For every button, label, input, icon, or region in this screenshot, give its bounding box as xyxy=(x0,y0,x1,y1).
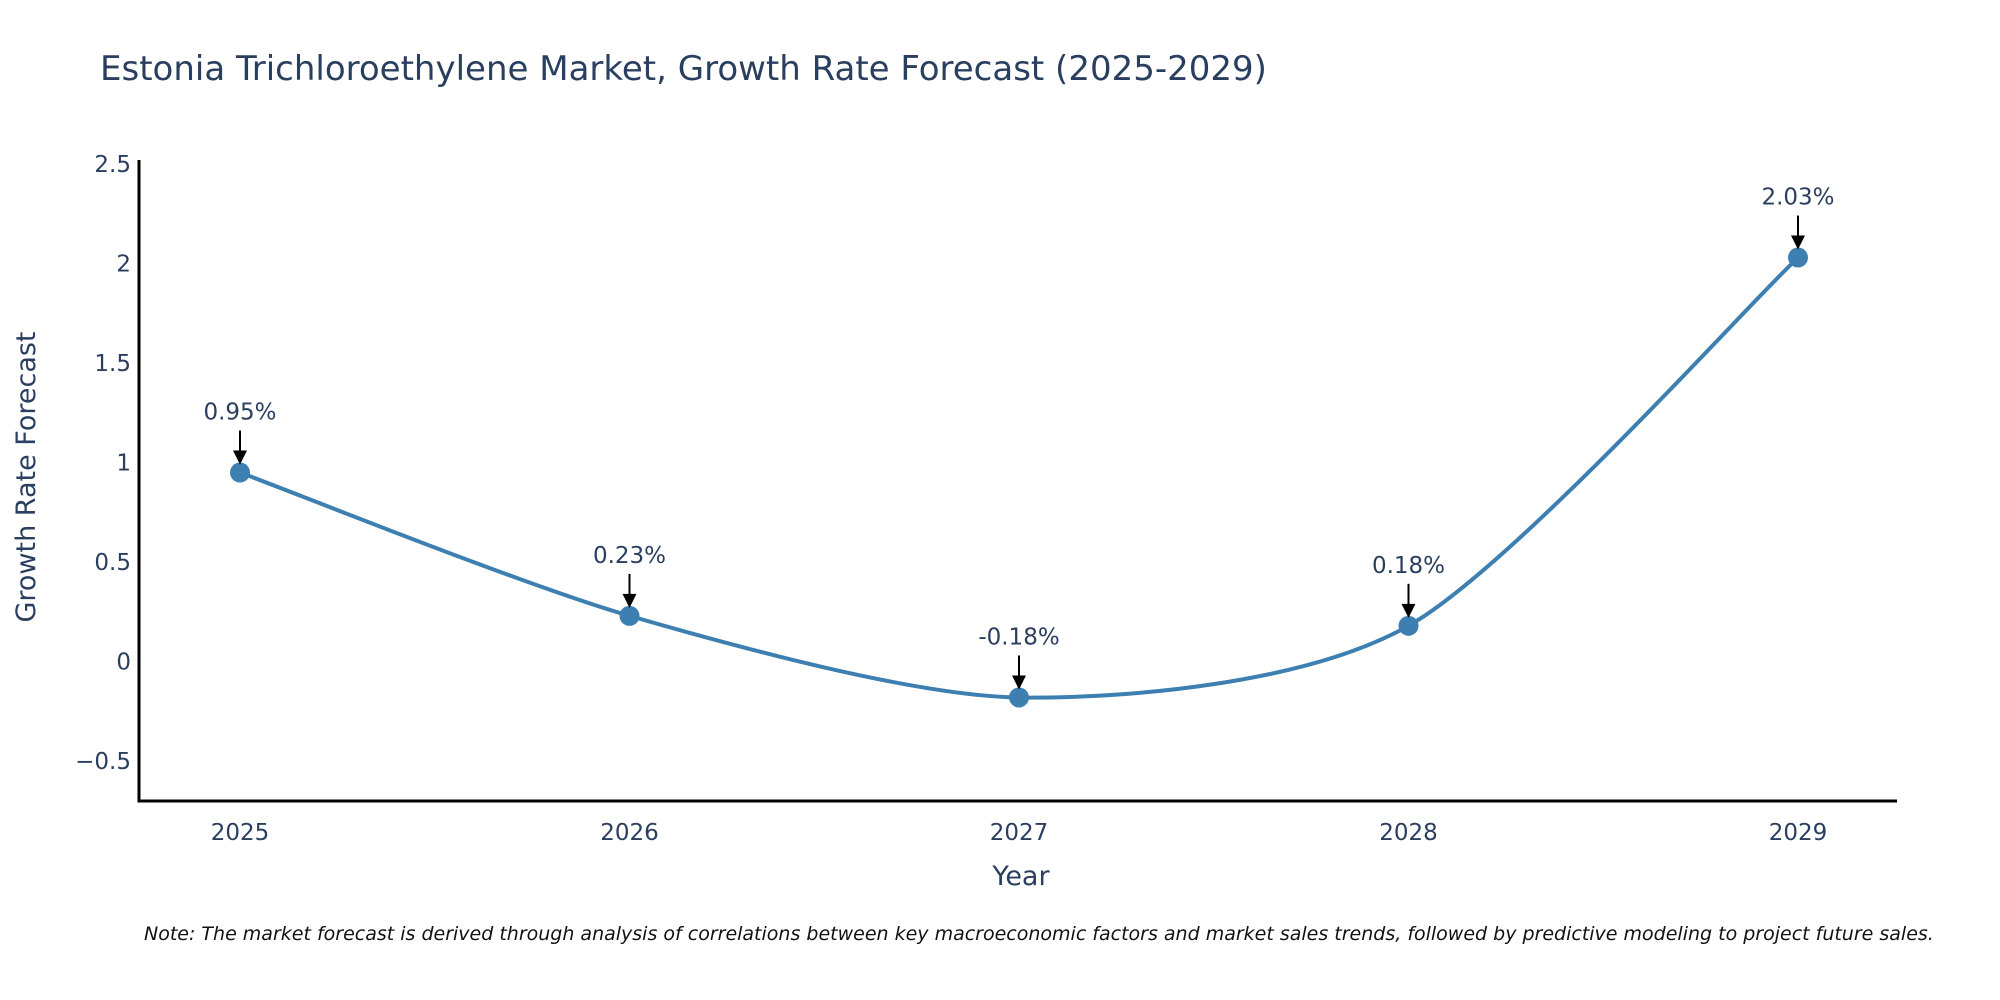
data-markers xyxy=(230,247,1808,708)
annotation-arrowhead xyxy=(233,450,247,465)
annotation-arrowhead xyxy=(1401,603,1416,618)
data-point xyxy=(1788,247,1808,268)
footnote: Note: The market forecast is derived thr… xyxy=(144,923,1934,945)
x-tick-label: 2027 xyxy=(990,820,1049,846)
data-point xyxy=(1009,687,1029,708)
y-axis-ticks: −0.5 0 0.5 1 1.5 2 2.5 xyxy=(75,152,131,775)
annotation-arrowhead xyxy=(1012,675,1026,690)
y-tick-label: 1.5 xyxy=(94,351,131,377)
data-point xyxy=(230,462,250,483)
x-axis-ticks: 2025 2026 2027 2028 2029 xyxy=(211,820,1828,846)
x-tick-label: 2025 xyxy=(211,820,270,846)
x-tick-label: 2026 xyxy=(600,820,659,846)
chart-title: Estonia Trichloroethylene Market, Growth… xyxy=(100,49,1267,89)
data-label: 0.18% xyxy=(1372,553,1445,579)
data-label: 0.95% xyxy=(203,400,276,426)
data-point xyxy=(1398,615,1419,636)
x-tick-label: 2028 xyxy=(1379,820,1438,846)
y-axis-title: Growth Rate Forecast xyxy=(11,331,42,622)
x-tick-label: 2029 xyxy=(1769,820,1828,846)
data-label: -0.18% xyxy=(978,624,1059,650)
y-tick-label: −0.5 xyxy=(75,749,131,775)
y-tick-label: 0 xyxy=(116,650,131,676)
y-tick-label: 1 xyxy=(116,451,131,477)
data-point xyxy=(619,605,640,626)
annotation-arrowhead xyxy=(622,593,637,608)
y-tick-label: 2 xyxy=(116,252,131,278)
data-annotations: 0.95% 0.23% -0.18% 0.18% 2.03% xyxy=(203,185,1835,690)
y-tick-label: 0.5 xyxy=(94,550,131,576)
annotation-arrowhead xyxy=(1791,235,1805,250)
x-axis-title: Year xyxy=(991,861,1050,892)
data-label: 2.03% xyxy=(1761,185,1834,211)
data-label: 0.23% xyxy=(593,543,666,569)
y-tick-label: 2.5 xyxy=(94,152,131,178)
